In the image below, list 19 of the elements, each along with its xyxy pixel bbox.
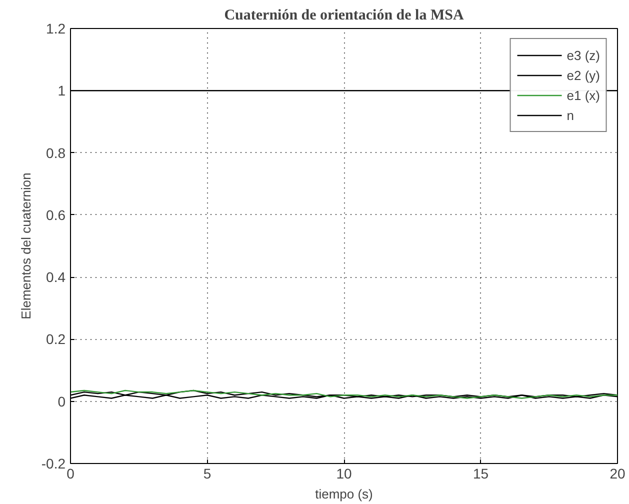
- y-tick-label: 0.2: [46, 331, 66, 348]
- x-axis-title: tiempo (s): [315, 486, 373, 502]
- y-tick-label: 0: [58, 393, 66, 410]
- y-tick-label: 0.8: [46, 144, 66, 161]
- y-tick-label: -0.2: [41, 456, 66, 472]
- legend-label: e1 (x): [566, 88, 600, 102]
- chart-title: Cuaternión de orientación de la MSA: [224, 8, 464, 24]
- y-tick-label: 0.4: [46, 269, 66, 286]
- x-tick-label: 20: [610, 466, 626, 482]
- y-tick-label: 1: [58, 82, 66, 99]
- x-tick-label: 10: [336, 466, 352, 482]
- x-tick-label: 15: [472, 466, 489, 482]
- y-tick-label: 1.2: [46, 20, 66, 36]
- x-tick-label: 5: [203, 466, 212, 482]
- legend-label: e2 (y): [566, 68, 600, 82]
- legend-label: e3 (z): [566, 48, 600, 62]
- legend-label: n: [566, 108, 575, 122]
- y-tick-label: 0.6: [46, 206, 66, 223]
- y-axis-title: Elementos del cuaternion: [18, 172, 34, 320]
